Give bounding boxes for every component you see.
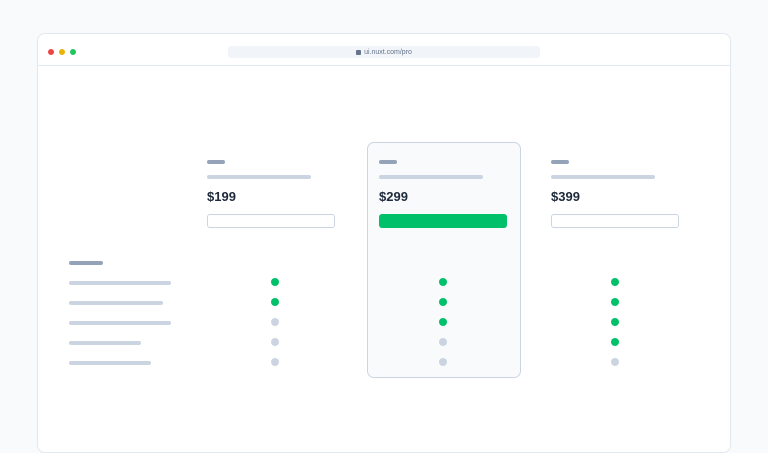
url-text: ui.nuxt.com/pro — [364, 48, 412, 56]
plan-description-placeholder — [207, 175, 311, 179]
plan-description-placeholder — [379, 175, 483, 179]
address-bar[interactable]: ui.nuxt.com/pro — [228, 46, 540, 58]
feature-label-placeholder — [69, 301, 163, 305]
feature-excluded-icon — [271, 318, 279, 326]
feature-included-icon — [271, 278, 279, 286]
plan-name-placeholder — [379, 160, 397, 164]
feature-excluded-icon — [271, 338, 279, 346]
feature-label-placeholder — [69, 341, 141, 345]
feature-excluded-icon — [439, 338, 447, 346]
plan-select-button[interactable] — [379, 214, 507, 228]
feature-included-icon — [611, 298, 619, 306]
plan-description-placeholder — [551, 175, 655, 179]
feature-excluded-icon — [439, 358, 447, 366]
feature-included-icon — [611, 278, 619, 286]
minimize-window-dot[interactable] — [59, 49, 65, 55]
feature-included-icon — [439, 278, 447, 286]
feature-included-icon — [611, 318, 619, 326]
lock-icon — [356, 49, 362, 55]
close-window-dot[interactable] — [48, 49, 54, 55]
plan-select-button[interactable] — [207, 214, 335, 228]
browser-window: ui.nuxt.com/pro $199 $299 $399 — [37, 33, 731, 453]
plan-select-button[interactable] — [551, 214, 679, 228]
maximize-window-dot[interactable] — [70, 49, 76, 55]
plan-price: $299 — [379, 189, 408, 204]
feature-included-icon — [439, 318, 447, 326]
plan-name-placeholder — [207, 160, 225, 164]
plan-name-placeholder — [551, 160, 569, 164]
features-heading-placeholder — [69, 261, 103, 265]
browser-toolbar: ui.nuxt.com/pro — [38, 34, 730, 66]
plan-price: $399 — [551, 189, 580, 204]
feature-label-placeholder — [69, 321, 171, 325]
feature-excluded-icon — [611, 358, 619, 366]
feature-excluded-icon — [271, 358, 279, 366]
feature-included-icon — [271, 298, 279, 306]
plan-price: $199 — [207, 189, 236, 204]
feature-label-placeholder — [69, 281, 171, 285]
feature-label-placeholder — [69, 361, 151, 365]
feature-included-icon — [611, 338, 619, 346]
feature-included-icon — [439, 298, 447, 306]
